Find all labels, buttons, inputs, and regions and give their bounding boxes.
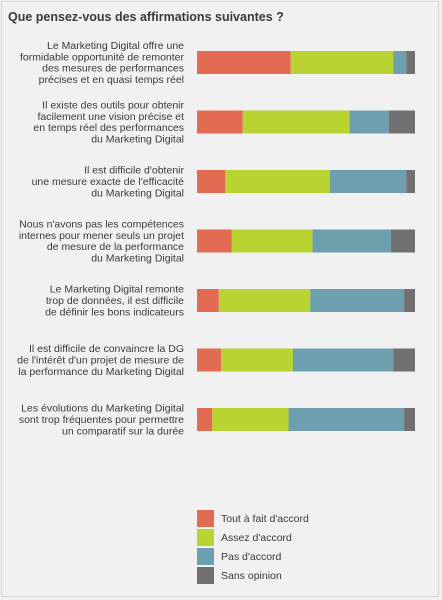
category-label-line: Il est difficile de convaincre la DG <box>29 343 184 355</box>
bar-segment <box>391 229 415 253</box>
bar-segment <box>197 408 213 431</box>
bar-segment <box>329 170 407 193</box>
bar-segment <box>292 348 394 372</box>
bar-segment <box>388 110 415 134</box>
legend-item: Pas d'accord <box>197 547 309 566</box>
category-label: Nous n'avons pas les compétences internes… <box>19 219 184 265</box>
bar-segment <box>349 110 389 134</box>
legend-label: Assez d'accord <box>221 531 292 544</box>
category-label-line: la performance du Marketing Digital <box>18 366 184 378</box>
category-label-line: une mesure exacte de l'efficacité <box>32 176 185 188</box>
category-label-line: trop de données, il est difficile <box>46 295 184 307</box>
bar-segment <box>393 348 415 372</box>
bar-segment <box>197 289 219 312</box>
bar-segment <box>218 289 311 312</box>
legend-label: Pas d'accord <box>221 550 282 563</box>
bar-segment <box>242 110 350 134</box>
bar-segment <box>288 408 405 431</box>
category-label-line: de l'intérêt d'un projet de mesure de <box>17 355 184 367</box>
category-label: Le Marketing Digital offre une formidable… <box>20 40 185 86</box>
category-label-line: du Marketing Digital <box>91 187 184 199</box>
bar-segment <box>197 51 291 74</box>
legend: Tout à fait d'accord Assez d'accord Pas d'… <box>197 509 309 585</box>
bar-segment <box>197 110 243 134</box>
bar-segment <box>225 170 330 193</box>
category-label-line: un comparatif sur la durée <box>62 425 184 437</box>
legend-swatch <box>197 510 214 527</box>
bar-segment <box>220 348 293 372</box>
category-label: Le Marketing Digital remonte trop de donn… <box>45 284 184 319</box>
category-label: Il est difficile d'obtenir une mesure exa… <box>32 165 185 200</box>
legend-swatch <box>197 567 214 584</box>
legend-swatch <box>197 529 214 546</box>
legend-item: Tout à fait d'accord <box>197 509 309 528</box>
category-label-line: du Marketing Digital <box>91 253 184 265</box>
category-label-line: Le Marketing Digital remonte <box>50 284 184 296</box>
category-label-line: Le Marketing Digital offre une <box>47 40 184 52</box>
bar-segment <box>404 289 415 312</box>
category-label-line: du Marketing Digital <box>91 133 184 145</box>
legend-swatch <box>197 548 214 565</box>
category-label-line: facilement une vision précise et <box>38 111 185 123</box>
legend-label: Sans opinion <box>221 569 282 582</box>
bar-segment <box>197 170 226 193</box>
category-label-line: internes pour mener seuls un projet <box>19 230 184 242</box>
category-label-line: sont trop fréquentes pour permettre <box>19 414 184 426</box>
category-label-line: Il est difficile d'obtenir <box>84 165 184 177</box>
bar-segment <box>197 348 221 372</box>
bar-segment <box>404 408 415 431</box>
category-label: Les évolutions du Marketing Digital sont … <box>19 403 184 438</box>
category-label-line: Nous n'avons pas les compétences <box>19 219 184 231</box>
bar-segment <box>312 229 392 253</box>
category-label-line: des mesures de performances <box>42 63 184 75</box>
category-label-line: de définir les bons indicateurs <box>45 306 184 318</box>
legend-item: Assez d'accord <box>197 528 309 547</box>
legend-label: Tout à fait d'accord <box>221 512 309 525</box>
bar-segment <box>212 408 289 431</box>
bar-segment <box>231 229 313 253</box>
bar-segment <box>406 170 415 193</box>
category-label-line: formidable opportunité de remonter <box>20 51 185 63</box>
bar-segment <box>290 51 394 74</box>
category-label-line: Les évolutions du Marketing Digital <box>21 403 184 415</box>
legend-item: Sans opinion <box>197 566 309 585</box>
bar-segment <box>197 229 232 253</box>
category-label-line: en temps réel des performances <box>33 122 184 134</box>
category-label-line: de mesure de la performance <box>47 241 184 253</box>
category-label-line: Il existe des outils pour obtenir <box>42 100 184 112</box>
category-label: Il existe des outils pour obtenir facilem… <box>33 100 184 146</box>
bar-segment <box>393 51 407 74</box>
chart-title: Que pensez-vous des affirmations suivant… <box>8 10 284 24</box>
bar-segment <box>406 51 415 74</box>
bar-segment <box>310 289 405 312</box>
category-label: Il est difficile de convaincre la DG de l… <box>17 343 184 378</box>
category-label-line: précises et en quasi temps réel <box>39 74 184 86</box>
